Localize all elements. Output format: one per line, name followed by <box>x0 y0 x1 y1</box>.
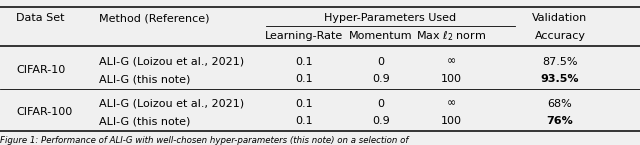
Text: Learning-Rate: Learning-Rate <box>265 31 343 41</box>
Text: 0.9: 0.9 <box>372 116 390 126</box>
Text: Data Set: Data Set <box>16 13 65 23</box>
Text: CIFAR-100: CIFAR-100 <box>16 107 72 117</box>
Text: ALI-G (Loizou et al., 2021): ALI-G (Loizou et al., 2021) <box>99 99 244 109</box>
Text: 0.1: 0.1 <box>295 57 313 67</box>
Text: Momentum: Momentum <box>349 31 413 41</box>
Text: 68%: 68% <box>548 99 572 109</box>
Text: 76%: 76% <box>547 116 573 126</box>
Text: ALI-G (Loizou et al., 2021): ALI-G (Loizou et al., 2021) <box>99 57 244 67</box>
Text: 0.1: 0.1 <box>295 116 313 126</box>
Text: 0: 0 <box>378 99 384 109</box>
Text: Accuracy: Accuracy <box>534 31 586 41</box>
Text: Method (Reference): Method (Reference) <box>99 13 210 23</box>
Text: 0.1: 0.1 <box>295 99 313 109</box>
Text: CIFAR-10: CIFAR-10 <box>16 65 65 75</box>
Text: 0.9: 0.9 <box>372 74 390 84</box>
Text: Max $\ell_2$ norm: Max $\ell_2$ norm <box>416 29 486 43</box>
Text: 87.5%: 87.5% <box>542 57 578 67</box>
Text: 0.1: 0.1 <box>295 74 313 84</box>
Text: Validation: Validation <box>532 13 588 23</box>
Text: 93.5%: 93.5% <box>541 74 579 84</box>
Text: 0: 0 <box>378 57 384 67</box>
Text: ∞: ∞ <box>447 57 456 67</box>
Text: 100: 100 <box>441 116 461 126</box>
Text: ALI-G (this note): ALI-G (this note) <box>99 74 191 84</box>
Text: 100: 100 <box>441 74 461 84</box>
Text: Figure 1: Performance of ALI-G with well-chosen hyper-parameters (this note) on : Figure 1: Performance of ALI-G with well… <box>0 136 408 145</box>
Text: ∞: ∞ <box>447 99 456 109</box>
Text: ALI-G (this note): ALI-G (this note) <box>99 116 191 126</box>
Text: Hyper-Parameters Used: Hyper-Parameters Used <box>324 13 456 23</box>
